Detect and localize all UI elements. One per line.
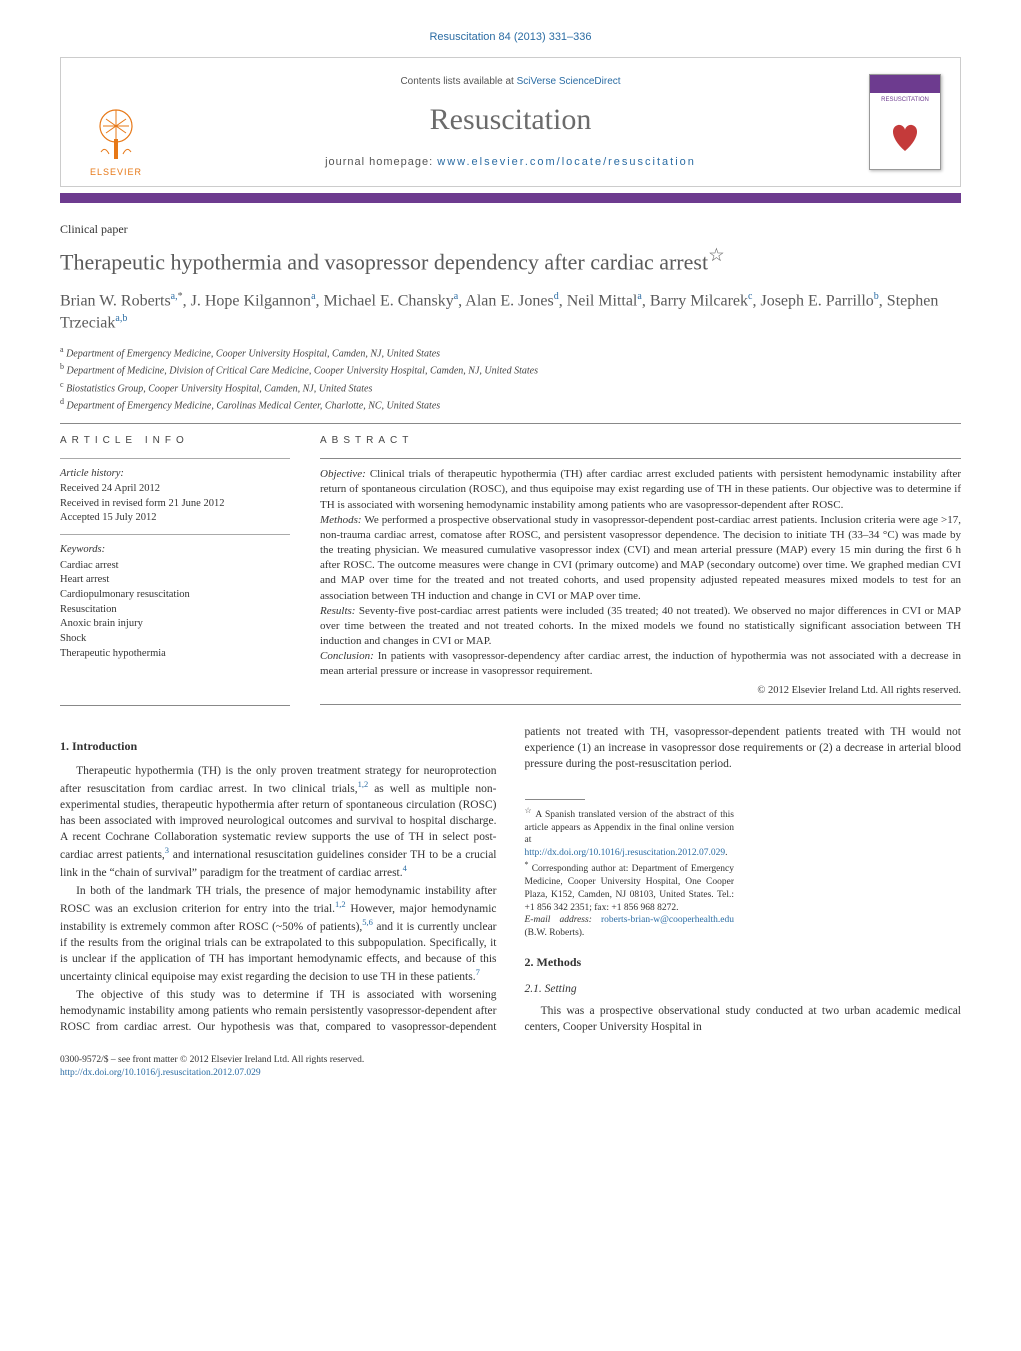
abstract-copyright: © 2012 Elsevier Ireland Ltd. All rights … (320, 684, 961, 699)
body-paragraph: This was a prospective observational stu… (525, 1003, 962, 1035)
keyword: Therapeutic hypothermia (60, 647, 290, 662)
journal-title: Resuscitation (430, 99, 592, 141)
article-title: Therapeutic hypothermia and vasopressor … (60, 244, 961, 276)
subsection-head-setting: 2.1. Setting (525, 981, 962, 997)
abstract-head: ABSTRACT (320, 434, 961, 448)
keyword: Anoxic brain injury (60, 617, 290, 632)
elsevier-tree-icon (91, 104, 141, 164)
corresponding-author-footnote: * Corresponding author at: Department of… (525, 860, 735, 914)
email-label: E-mail address: (525, 915, 592, 925)
cover-heart-icon (870, 105, 940, 170)
section-head-methods: 2. Methods (525, 954, 962, 971)
publisher-wordmark: ELSEVIER (90, 166, 142, 179)
journal-homepage-link[interactable]: www.elsevier.com/locate/resuscitation (437, 156, 696, 168)
body-paragraph: Therapeutic hypothermia (TH) is the only… (60, 763, 497, 881)
elsevier-logo[interactable]: ELSEVIER (77, 88, 155, 178)
corresponding-email-link[interactable]: roberts-brian-w@cooperhealth.edu (601, 915, 734, 925)
info-rule-2 (60, 534, 290, 535)
title-footnote-text: A Spanish translated version of the abst… (525, 810, 735, 846)
masthead-center: Contents lists available at SciVerse Sci… (171, 58, 850, 186)
affiliation-line: a Department of Emergency Medicine, Coop… (60, 344, 961, 361)
keyword: Cardiopulmonary resuscitation (60, 588, 290, 603)
affiliation-line: d Department of Emergency Medicine, Caro… (60, 396, 961, 413)
sciencedirect-link[interactable]: SciVerse ScienceDirect (517, 76, 621, 87)
journal-homepage-line: journal homepage: www.elsevier.com/locat… (325, 155, 696, 170)
front-matter-line: 0300-9572/$ – see front matter © 2012 El… (60, 1054, 961, 1067)
keyword: Heart arrest (60, 573, 290, 588)
abstract-column: ABSTRACT Objective: Clinical trials of t… (320, 434, 961, 705)
author-list: Brian W. Robertsa,*, J. Hope Kilgannona,… (60, 290, 961, 334)
contents-available-line: Contents lists available at SciVerse Sci… (400, 75, 620, 89)
paper-type-label: Clinical paper (60, 221, 961, 238)
corr-text: Corresponding author at: Department of E… (525, 864, 735, 912)
footer-meta: 0300-9572/$ – see front matter © 2012 El… (60, 1054, 961, 1080)
affiliation-line: b Department of Medicine, Division of Cr… (60, 361, 961, 378)
title-footnote: ☆ A Spanish translated version of the ab… (525, 806, 735, 860)
affiliation-line: c Biostatistics Group, Cooper University… (60, 379, 961, 396)
title-footnote-symbol: ☆ (525, 806, 533, 815)
keyword: Shock (60, 632, 290, 647)
email-footnote: E-mail address: roberts-brian-w@cooperhe… (525, 914, 735, 940)
email-attribution: (B.W. Roberts). (525, 928, 585, 938)
footnotes: ☆ A Spanish translated version of the ab… (525, 799, 735, 940)
corr-marker: * (525, 860, 529, 869)
cover-title: RESUSCITATION (870, 93, 940, 104)
info-rule-bottom (60, 705, 290, 706)
abstract-section: Objective: Clinical trials of therapeuti… (320, 467, 961, 513)
history-line: Received in revised form 21 June 2012 (60, 497, 290, 512)
journal-cover-area: RESUSCITATION (850, 58, 960, 186)
article-title-text: Therapeutic hypothermia and vasopressor … (60, 250, 708, 275)
history-line: Received 24 April 2012 (60, 482, 290, 497)
keyword: Resuscitation (60, 603, 290, 618)
abstract-section: Conclusion: In patients with vasopressor… (320, 649, 961, 679)
homepage-prefix: journal homepage: (325, 156, 437, 168)
journal-cover-thumbnail[interactable]: RESUSCITATION (869, 74, 941, 170)
abstract-section: Methods: We performed a prospective obse… (320, 513, 961, 604)
cover-band (870, 75, 940, 93)
article-history-label: Article history: (60, 467, 290, 482)
abstract-section: Results: Seventy-five post-cardiac arres… (320, 604, 961, 650)
rule-above-info (60, 423, 961, 424)
abstract-rule-top (320, 458, 961, 459)
info-rule-1 (60, 458, 290, 459)
keywords-label: Keywords: (60, 543, 290, 558)
article-info-column: ARTICLE INFO Article history: Received 2… (60, 434, 290, 705)
abstract-body: Objective: Clinical trials of therapeuti… (320, 467, 961, 679)
article-info-head: ARTICLE INFO (60, 434, 290, 448)
section-head-introduction: 1. Introduction (60, 738, 497, 755)
contents-prefix: Contents lists available at (400, 76, 516, 87)
journal-masthead: ELSEVIER Contents lists available at Sci… (60, 57, 961, 187)
running-head: Resuscitation 84 (2013) 331–336 (60, 30, 961, 45)
keyword: Cardiac arrest (60, 559, 290, 574)
article-doi-link[interactable]: http://dx.doi.org/10.1016/j.resuscitatio… (60, 1068, 261, 1078)
history-line: Accepted 15 July 2012 (60, 511, 290, 526)
affiliations: a Department of Emergency Medicine, Coop… (60, 344, 961, 413)
purple-separator-bar (60, 193, 961, 203)
body-paragraph: In both of the landmark TH trials, the p… (60, 883, 497, 985)
footnote-rule (525, 799, 585, 800)
abstract-rule-bottom (320, 704, 961, 705)
publisher-logo-area: ELSEVIER (61, 58, 171, 186)
title-footnote-doi-link[interactable]: http://dx.doi.org/10.1016/j.resuscitatio… (525, 848, 726, 858)
title-footnote-marker: ☆ (708, 245, 724, 265)
article-body: 1. Introduction Therapeutic hypothermia … (60, 724, 961, 1036)
